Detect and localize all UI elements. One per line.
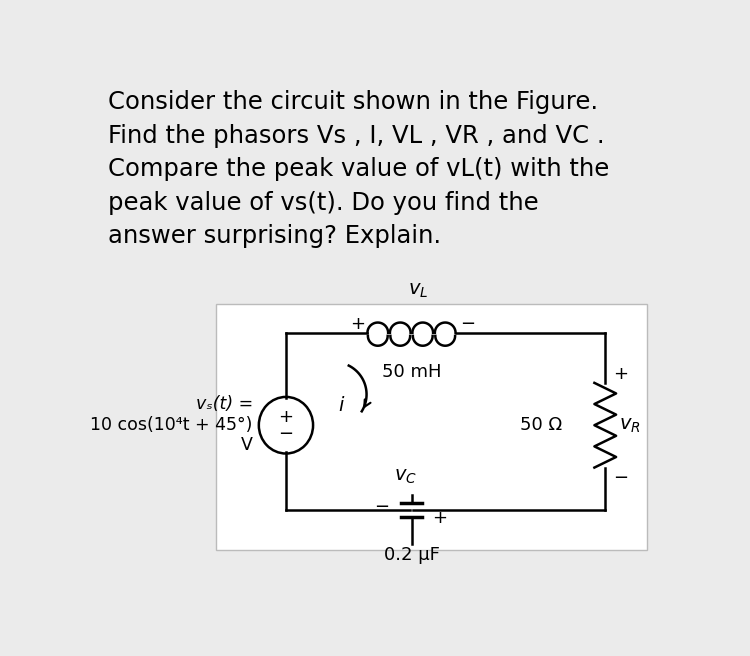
Text: 50 Ω: 50 Ω [520,416,562,434]
Text: −: − [460,315,475,333]
Text: −: − [278,426,293,443]
Bar [216,304,647,550]
Text: −: − [374,498,389,516]
Text: $v_C$: $v_C$ [394,467,417,486]
Text: i: i [338,396,344,415]
Text: vₛ(t) =: vₛ(t) = [196,395,253,413]
Text: 0.2 μF: 0.2 μF [383,546,439,564]
Text: +: + [350,315,364,333]
Text: +: + [432,508,447,527]
Text: −: − [614,469,628,487]
Text: $v_R$: $v_R$ [620,416,641,435]
Text: +: + [614,365,628,382]
Text: 10 cos(10⁴t + 45°): 10 cos(10⁴t + 45°) [90,416,253,434]
Text: +: + [278,408,293,426]
Text: Consider the circuit shown in the Figure.
Find the phasors Vs , I, VL , VR , and: Consider the circuit shown in the Figure… [108,91,609,248]
Text: V: V [241,436,253,454]
Text: 50 mH: 50 mH [382,363,441,381]
Text: $v_L$: $v_L$ [407,281,428,300]
